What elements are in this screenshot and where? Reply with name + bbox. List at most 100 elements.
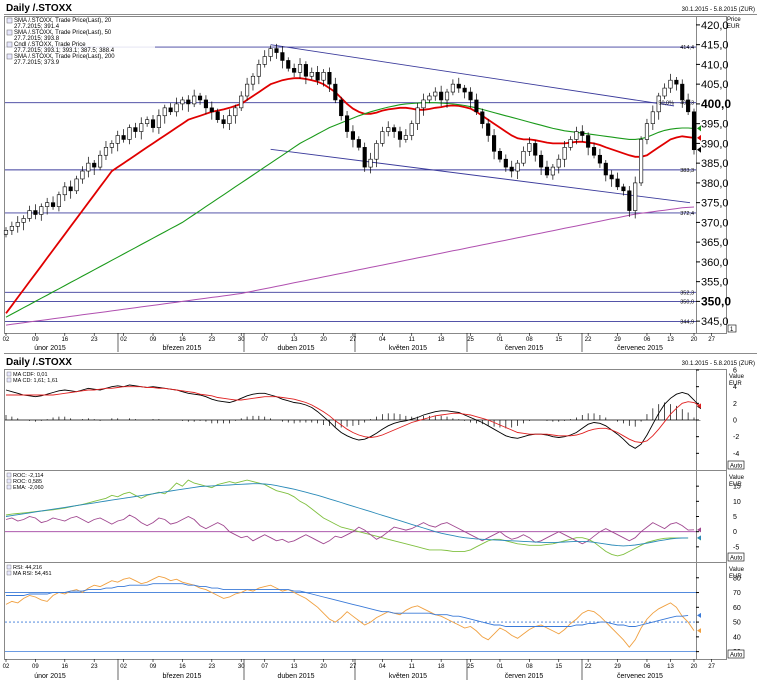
legend-toggle-icon[interactable] [6, 484, 12, 490]
candle-body [3, 230, 9, 235]
candle-body [662, 87, 667, 97]
auto-scale-label: Auto [730, 653, 743, 659]
candle-body [650, 111, 655, 124]
indicator-last-marker [697, 535, 701, 541]
macd-panel-title: Daily /.STOXX [6, 357, 72, 368]
legend-toggle-icon[interactable] [6, 478, 12, 484]
hline-value-label: 372,4 [680, 211, 694, 217]
panel-y-tick-label: 70 [733, 590, 741, 597]
x-month-label: duben 2015 [278, 345, 315, 352]
candle-body [539, 154, 544, 168]
legend-toggle-icon[interactable] [6, 472, 12, 478]
corner-badge[interactable] [727, 324, 737, 333]
candle-body [368, 158, 373, 168]
trend-channel-upper [270, 44, 675, 107]
candle-body [109, 143, 114, 148]
x-tick-label: 07 [261, 337, 268, 343]
candle-body [239, 95, 244, 109]
candle-body [603, 162, 608, 176]
candle-body [292, 68, 297, 73]
x-tick-label: 23 [208, 337, 215, 343]
candle-body [521, 151, 526, 164]
legend-toggle-icon[interactable] [6, 29, 13, 36]
x-month-label: květen 2015 [389, 345, 427, 352]
candle-body [339, 99, 344, 117]
price-y-tick-label: 365,0 [701, 237, 729, 249]
candle-body [462, 87, 467, 93]
x-tick-label: 20 [320, 337, 327, 343]
candle-body [62, 186, 67, 196]
candle-body [591, 147, 597, 156]
x-tick-label: 09 [150, 337, 157, 343]
candle-body [680, 83, 685, 101]
x-tick-label: 11 [409, 664, 416, 670]
x-tick-label: 15 [555, 337, 562, 343]
panel-legend-entry: MA CD: 1,61; 1,61 [13, 378, 58, 384]
candle-body [227, 115, 232, 124]
legend-toggle-icon[interactable] [6, 564, 12, 570]
panel-y-tick-label: 40 [733, 634, 741, 641]
auto-scale-label: Auto [730, 556, 743, 562]
auto-scale-button[interactable] [727, 649, 745, 659]
fib-level-label: 50,0% [658, 101, 674, 107]
last-value-marker [697, 125, 701, 132]
price-y-tick-label: 360,0 [701, 257, 729, 269]
price-y-tick-label: 375,0 [701, 198, 729, 210]
legend-toggle-icon[interactable] [6, 53, 13, 60]
x-tick-label: 20 [691, 664, 698, 670]
legend-value: 27.7.2015; 373.9 [14, 60, 60, 66]
panel-legend-box [5, 371, 85, 385]
x-tick-label: 11 [409, 337, 416, 343]
panel-axis-header: EUR [729, 482, 742, 488]
candle-body [86, 162, 91, 172]
legend-toggle-icon[interactable] [6, 371, 12, 377]
x-tick-label: 25 [467, 337, 474, 343]
legend-toggle-icon[interactable] [6, 377, 12, 383]
x-tick-label: 09 [150, 664, 157, 670]
candle-body [574, 131, 579, 140]
candle-body [480, 111, 485, 124]
candle-body [233, 107, 238, 117]
candle-body [609, 174, 614, 180]
x-tick-label: 20 [691, 337, 698, 343]
price-y-tick-label: 370,0 [701, 217, 729, 229]
hline-value-label: 350,0 [680, 299, 694, 305]
candle-body [168, 107, 173, 113]
candle-body [433, 91, 438, 97]
candle-body [98, 154, 103, 168]
x-tick-label: 02 [120, 337, 127, 343]
candle-body [439, 91, 444, 101]
candle-body [121, 135, 126, 140]
x-month-label: březen 2015 [163, 345, 202, 352]
candle-body [474, 99, 479, 113]
candle-body [92, 162, 97, 168]
legend-toggle-icon[interactable] [6, 17, 13, 24]
auto-scale-button[interactable] [727, 460, 745, 470]
candle-body [192, 95, 197, 105]
legend-value: 27.7.2015; 393.8 [14, 36, 60, 42]
candle-body [215, 111, 220, 121]
price-axis-header-1: Price [727, 17, 741, 23]
x-month-label: červen 2015 [505, 673, 544, 680]
auto-scale-button[interactable] [727, 552, 745, 562]
candle-body [380, 131, 385, 144]
candle-body [409, 123, 414, 136]
last-value-marker [697, 134, 701, 141]
legend-toggle-icon[interactable] [6, 41, 13, 48]
x-tick-label: 23 [208, 664, 215, 670]
candle-body [627, 190, 632, 211]
x-tick-label: 09 [32, 664, 39, 670]
panel-y-tick-label: -5 [733, 544, 739, 551]
panel-legend-entry: RSI: 44,216 [13, 565, 42, 571]
candle-body [556, 158, 561, 168]
candle-body [633, 182, 638, 211]
panel-y-tick-label: -2 [733, 434, 739, 441]
roc-panel-frame [4, 470, 727, 563]
x-tick-label: 30 [238, 337, 245, 343]
candle-body [268, 48, 273, 57]
x-month-label: květen 2015 [389, 673, 427, 680]
legend-toggle-icon[interactable] [6, 570, 12, 576]
x-month-label: březen 2015 [163, 673, 202, 680]
candle-body [39, 206, 44, 215]
ma-line-1 [5, 102, 695, 318]
